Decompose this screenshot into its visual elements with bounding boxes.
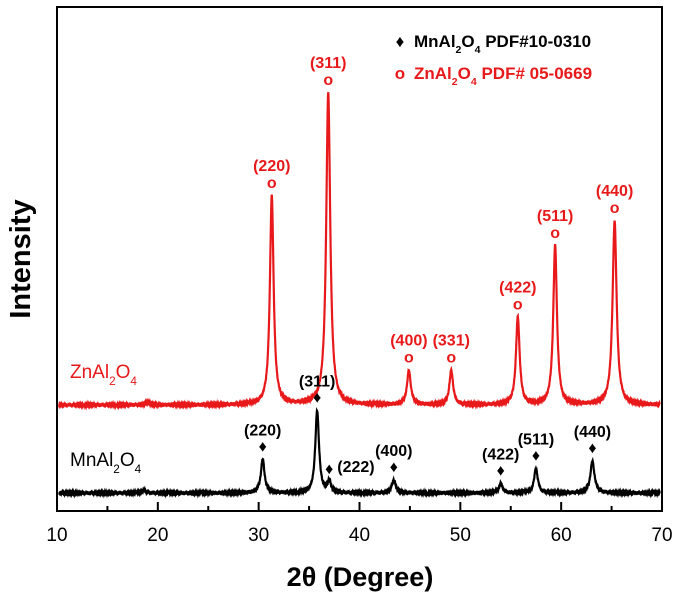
- peak-marker: ♦: [259, 438, 267, 455]
- series-line-znal2o4: [57, 92, 661, 411]
- peak-marker: o: [513, 297, 523, 314]
- peak-marker: ♦: [313, 390, 321, 407]
- peak-label: (220): [244, 422, 281, 439]
- x-tick-label: 10: [46, 525, 67, 546]
- peak-marker: o: [267, 175, 277, 192]
- peak-label: (400): [375, 443, 412, 460]
- peak-label: (440): [574, 424, 611, 441]
- series-line-mnal2o4: [58, 406, 661, 499]
- peak-label: (311): [299, 374, 335, 391]
- peak-annotations: o(220)o(311)o(400)o(331)o(422)o(511) o(44…: [244, 55, 633, 480]
- legend-entry: ZnAl2O4 PDF# 05-0669: [414, 64, 592, 88]
- series-group: [57, 92, 661, 499]
- peak-label: (222): [337, 459, 374, 476]
- legend-entry: MnAl2O4 PDF#10-0310: [414, 32, 591, 56]
- peak-marker: o: [323, 72, 333, 89]
- peak-marker: ♦: [588, 440, 596, 457]
- x-tick-label: 20: [147, 525, 168, 546]
- peak-marker: ♦: [532, 448, 540, 465]
- peak-label: (511): [518, 432, 554, 449]
- series-label: ZnAl2O4: [70, 362, 137, 388]
- series-label: MnAl2O4: [70, 450, 142, 476]
- x-tick-label: 60: [551, 525, 572, 546]
- peak-label: (220): [253, 158, 290, 175]
- x-tick-label: 70: [651, 525, 672, 546]
- peak-marker: ♦: [390, 459, 398, 476]
- x-tick-label: 30: [248, 525, 269, 546]
- peak-marker: o: [610, 200, 620, 217]
- legend-marker: o: [395, 64, 405, 83]
- peak-marker: o: [446, 350, 456, 367]
- x-tick-label: 40: [349, 525, 370, 546]
- series-labels: ZnAl2O4 MnAl2O4: [70, 362, 142, 476]
- peak-label: (400): [390, 333, 427, 350]
- x-axis-ticks: [56, 502, 663, 511]
- x-axis-tick-labels: 10 20 30 40 50 60 70: [46, 525, 672, 546]
- peak-marker: o: [404, 350, 414, 367]
- peak-label: (331): [433, 333, 470, 350]
- peak-label: (511): [537, 208, 573, 225]
- peak-marker: o: [550, 225, 560, 242]
- peak-marker: ♦: [325, 461, 333, 478]
- peak-label: (422): [499, 280, 536, 297]
- y-axis-title: Intensity: [5, 199, 37, 318]
- peak-label: (311): [310, 55, 346, 72]
- legend: ♦ MnAl2O4 PDF#10-0310 o ZnAl2O4 PDF# 05-066…: [395, 32, 592, 88]
- x-tick-label: 50: [450, 525, 471, 546]
- peak-marker: ♦: [497, 463, 505, 480]
- peak-label: (440): [596, 183, 633, 200]
- legend-marker: ♦: [396, 32, 405, 51]
- peak-label: (422): [482, 447, 519, 464]
- x-axis-title: 2θ (Degree): [287, 562, 434, 592]
